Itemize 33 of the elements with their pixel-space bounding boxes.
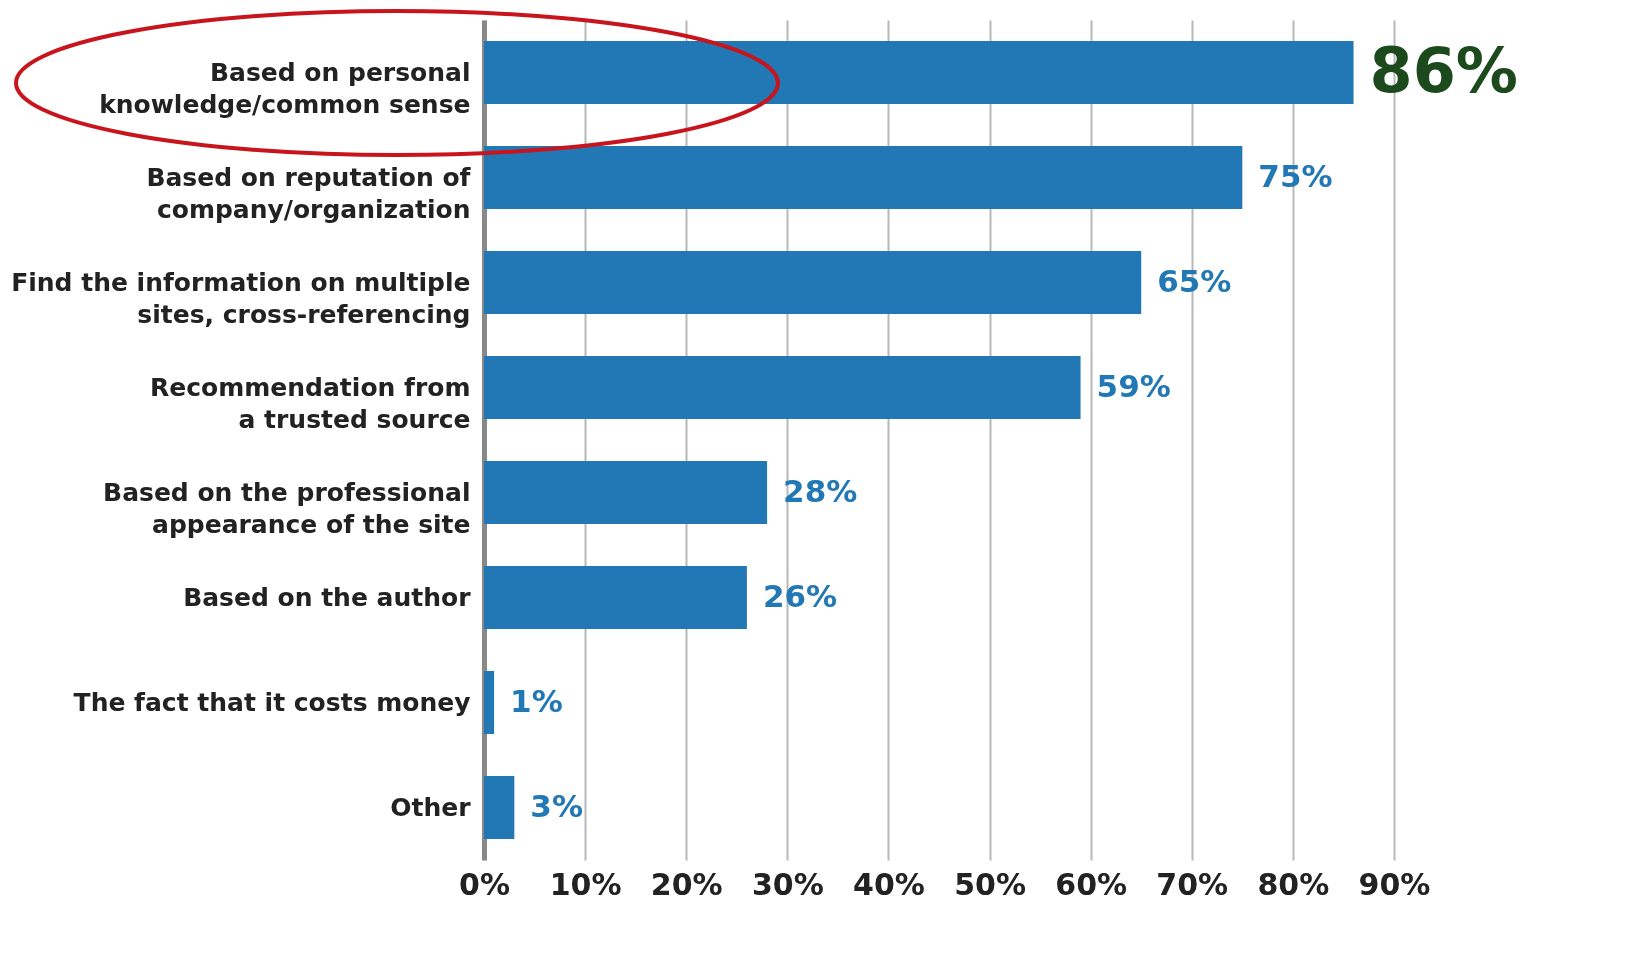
bar [484, 566, 747, 629]
x-tick-label: 10% [549, 866, 622, 902]
y-tick-label: The fact that it costs money [73, 687, 471, 717]
x-tick-label: 0% [459, 866, 510, 902]
bar [484, 356, 1081, 419]
data-label: 26% [762, 577, 838, 614]
y-tick-label: Based on personal knowledge/common sense [99, 57, 471, 119]
data-label: 1% [510, 682, 563, 719]
data-label: 75% [1258, 157, 1333, 194]
data-label: 3% [530, 787, 583, 824]
bar [484, 776, 515, 839]
x-tick-label: 50% [954, 866, 1026, 902]
data-label: 65% [1157, 262, 1232, 299]
x-tick-label: 70% [1156, 866, 1229, 902]
data-label: 28% [783, 472, 858, 509]
bar [484, 461, 768, 524]
data-label: 86% [1369, 33, 1518, 107]
bar [484, 671, 495, 734]
y-tick-label: Based on reputation of company/organization [146, 162, 472, 224]
y-tick-label: Other [390, 792, 472, 822]
x-tick-label: 60% [1055, 866, 1128, 902]
x-tick-label: 20% [650, 866, 723, 902]
x-tick-label: 40% [853, 866, 925, 902]
y-tick-label: Recommendation from a trusted source [150, 372, 471, 434]
bar [484, 146, 1243, 209]
y-tick-label: Find the information on multiple sites, cross-referencing [11, 267, 471, 329]
x-tick-label: 90% [1358, 866, 1431, 902]
bar [484, 251, 1142, 314]
y-tick-label: Based on the author [183, 582, 472, 612]
x-tick-label: 80% [1257, 866, 1330, 902]
y-tick-label: Based on the professional appearance of the site [103, 477, 471, 539]
data-label: 59% [1096, 367, 1171, 404]
x-tick-label: 30% [751, 866, 824, 902]
